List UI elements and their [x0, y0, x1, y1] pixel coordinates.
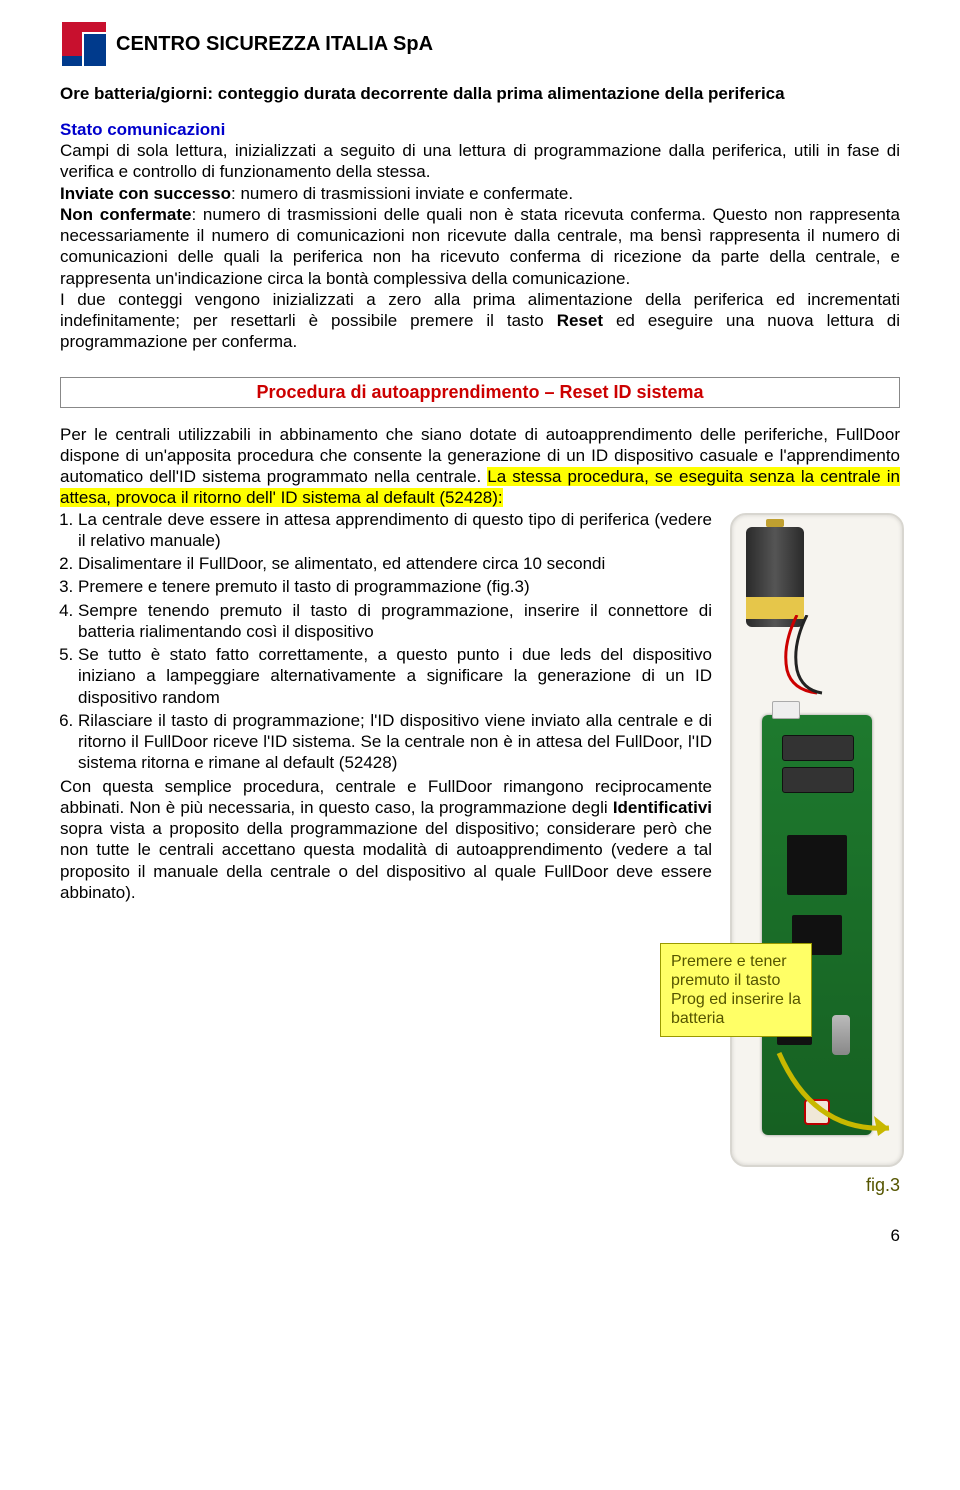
battery-icon [746, 527, 804, 627]
non-confermate-label: Non confermate [60, 205, 191, 224]
connector-icon [772, 701, 800, 719]
section-title-autoapprendimento: Procedura di autoapprendimento – Reset I… [60, 377, 900, 408]
procedure-step: La centrale deve essere in attesa appren… [78, 509, 712, 552]
figure-caption: fig.3 [730, 1175, 900, 1196]
ore-batteria-desc: : conteggio durata decorrente dalla prim… [207, 84, 784, 103]
document-page: CENTRO SICUREZZA ITALIA SpA Ore batteria… [0, 0, 960, 1286]
device-casing [730, 513, 904, 1167]
pcb-board [762, 715, 872, 1135]
stato-body: Campi di sola lettura, inizializzati a s… [60, 140, 900, 353]
procedure-outro: Con questa semplice procedura, centrale … [60, 776, 712, 904]
procedure-step: Se tutto è stato fatto correttamente, a … [78, 644, 712, 708]
company-logo [60, 20, 108, 68]
procedure-list: La centrale deve essere in attesa appren… [78, 509, 712, 774]
page-number: 6 [60, 1226, 900, 1246]
inviate-successo-desc: : numero di trasmissioni inviate e confe… [231, 184, 573, 203]
procedure-text-column: La centrale deve essere in attesa appren… [60, 509, 712, 904]
procedure-step: Rilasciare il tasto di programmazione; l… [78, 710, 712, 774]
device-figure: Premere e tener premuto il tasto Prog ed… [730, 513, 900, 1196]
chip-icon [787, 835, 847, 895]
header: CENTRO SICUREZZA ITALIA SpA [60, 20, 900, 68]
outro-b: sopra vista a proposito della programmaz… [60, 819, 712, 902]
section-ore-batteria: Ore batteria/giorni: conteggio durata de… [60, 84, 900, 104]
stato-intro: Campi di sola lettura, inizializzati a s… [60, 141, 900, 181]
stato-comunicazioni-heading: Stato comunicazioni [60, 120, 900, 140]
wires-icon [777, 615, 847, 695]
procedure-wrap: La centrale deve essere in attesa appren… [60, 509, 900, 1196]
procedure-step: Sempre tenendo premuto il tasto di progr… [78, 600, 712, 643]
reset-keyword: Reset [557, 311, 603, 330]
callout-note: Premere e tener premuto il tasto Prog ed… [660, 943, 812, 1038]
prog-button-icon [804, 1099, 830, 1125]
procedure-step: Disalimentare il FullDoor, se alimentato… [78, 553, 712, 574]
outro-identificativi: Identificativi [613, 798, 712, 817]
component-icon [782, 735, 854, 761]
component-icon [782, 767, 854, 793]
autoapprendimento-intro: Per le centrali utilizzabili in abbiname… [60, 424, 900, 509]
procedure-step: Premere e tenere premuto il tasto di pro… [78, 576, 712, 597]
inviate-successo-label: Inviate con successo [60, 184, 231, 203]
ore-batteria-label: Ore batteria/giorni [60, 84, 207, 103]
company-name: CENTRO SICUREZZA ITALIA SpA [116, 33, 433, 56]
crystal-icon [832, 1015, 850, 1055]
